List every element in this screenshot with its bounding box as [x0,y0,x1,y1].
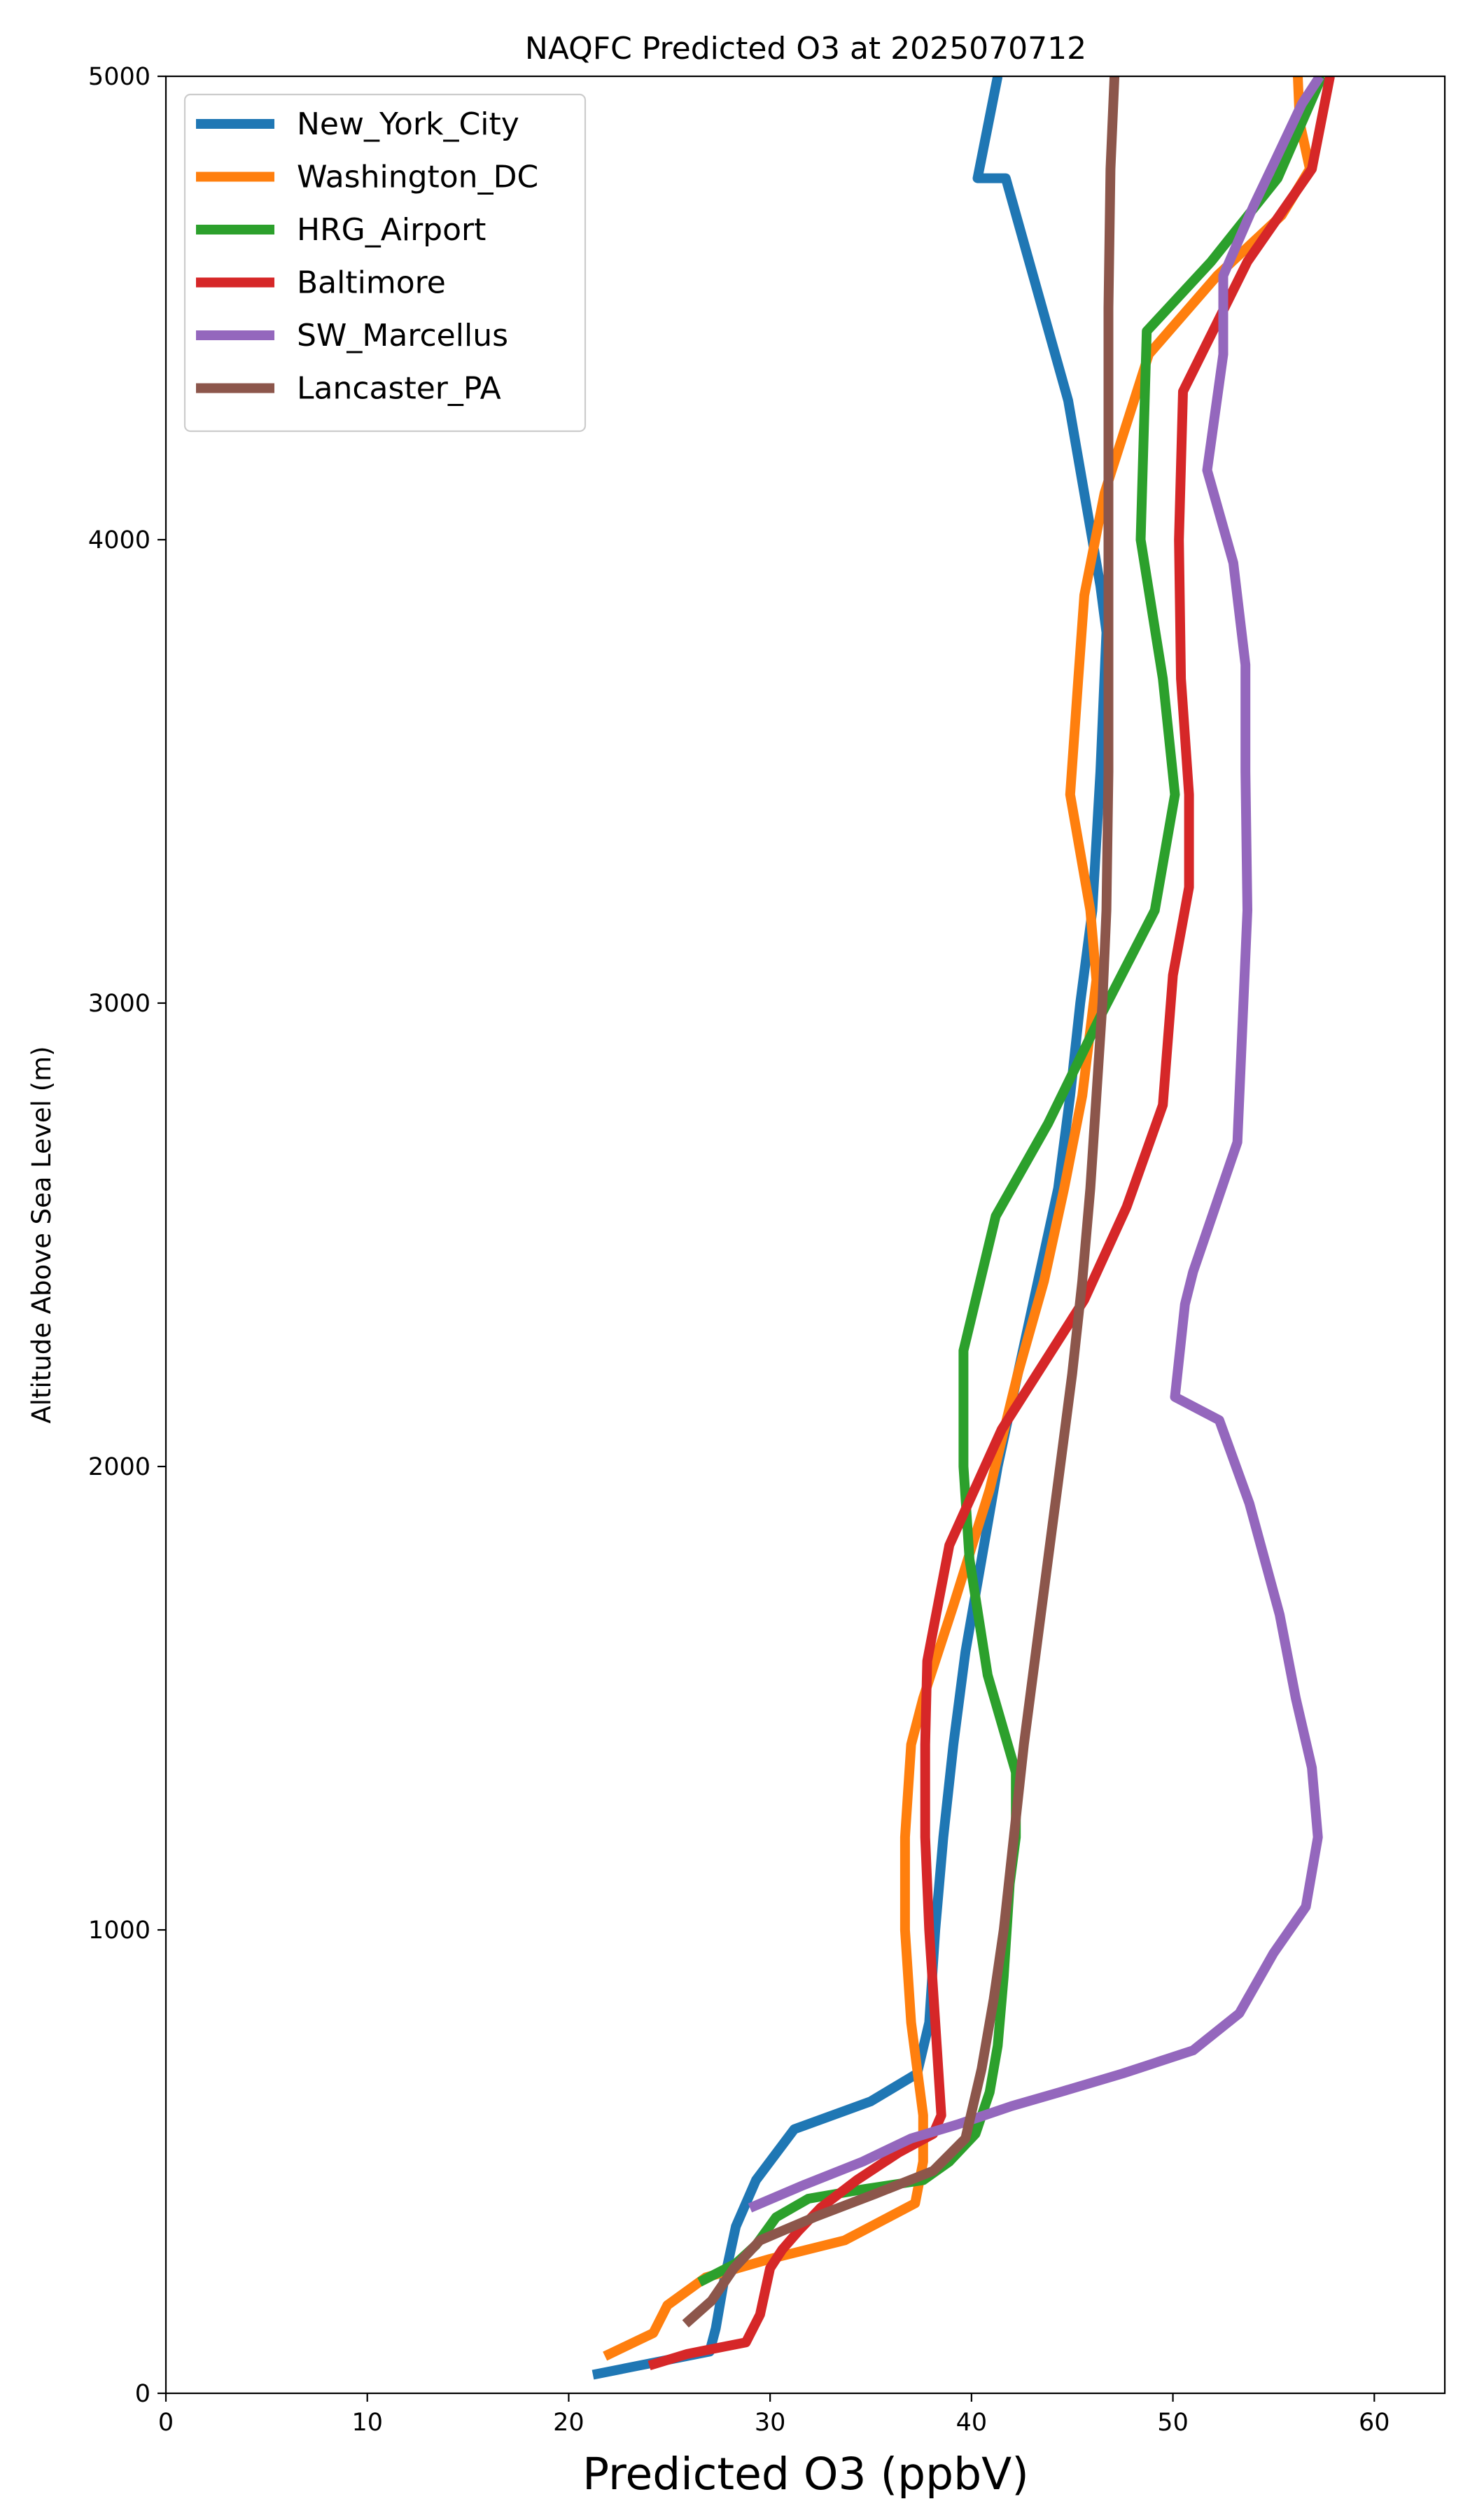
legend-item-washington-dc: Washington_DC [196,160,538,195]
x-tick-label: 40 [956,2409,988,2437]
legend-item-sw-marcellus: SW_Marcellus [196,318,508,354]
legend-label: HRG_Airport [297,212,486,248]
legend-label: Lancaster_PA [297,371,501,407]
series-line-sw-marcellus [748,76,1324,2213]
plot-lines [592,76,1335,2380]
legend-item-lancaster-pa: Lancaster_PA [196,371,501,407]
legend-label: Washington_DC [297,160,538,195]
legend-box [183,93,587,433]
x-tick-label: 20 [553,2409,584,2437]
chart-title: NAQFC Predicted O3 at 2025070712 [525,31,1086,66]
legend-label: SW_Marcellus [297,318,508,354]
legend-item-new-york-city: New_York_City [196,106,519,142]
legend-label: New_York_City [297,106,519,142]
y-tick-label: 0 [135,2380,150,2408]
y-tick-label: 3000 [88,990,150,1018]
series-line-new-york-city [592,76,1112,2380]
x-tick-label: 60 [1359,2409,1390,2437]
chart-legend: New_York_City Washington_DC HRG_Airport Bal… [183,93,587,433]
x-tick-label: 30 [755,2409,786,2437]
y-tick-label: 1000 [88,1917,150,1945]
series-line-washington-dc [603,76,1315,2361]
x-axis-ticks: 0 10 20 30 40 50 60 [158,2393,1390,2437]
x-tick-label: 10 [351,2409,383,2437]
legend-item-baltimore: Baltimore [196,265,446,301]
series-line-lancaster-pa [682,76,1120,2328]
x-axis-label: Predicted O3 (ppbV) [582,2449,1029,2500]
x-tick-label: 0 [158,2409,174,2437]
y-axis-ticks: 0 1000 2000 3000 4000 5000 [88,63,166,2408]
x-tick-label: 50 [1157,2409,1189,2437]
y-axis-label: Altitude Above Sea Level (m) [27,1046,57,1423]
y-tick-label: 5000 [88,63,150,91]
legend-item-hrg-airport: HRG_Airport [196,212,486,248]
series-line-hrg-airport [697,76,1326,2287]
y-tick-label: 2000 [88,1453,150,1481]
legend-label: Baltimore [297,265,446,301]
plot-area-frame [164,75,1446,2395]
series-line-baltimore [648,76,1335,2370]
y-tick-label: 4000 [88,526,150,554]
